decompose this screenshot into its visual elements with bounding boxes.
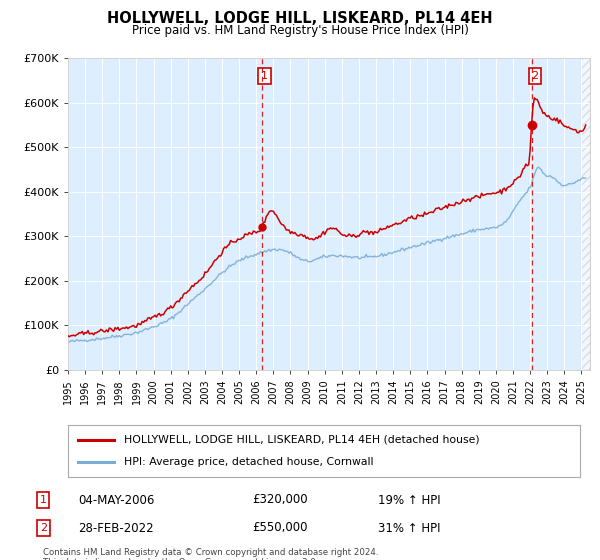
Text: Price paid vs. HM Land Registry's House Price Index (HPI): Price paid vs. HM Land Registry's House … — [131, 24, 469, 36]
Text: HPI: Average price, detached house, Cornwall: HPI: Average price, detached house, Corn… — [124, 458, 374, 468]
Text: HOLLYWELL, LODGE HILL, LISKEARD, PL14 4EH (detached house): HOLLYWELL, LODGE HILL, LISKEARD, PL14 4E… — [124, 435, 480, 445]
Text: 19% ↑ HPI: 19% ↑ HPI — [378, 493, 440, 506]
Text: 28-FEB-2022: 28-FEB-2022 — [78, 521, 154, 534]
Text: £320,000: £320,000 — [252, 493, 308, 506]
Text: HOLLYWELL, LODGE HILL, LISKEARD, PL14 4EH: HOLLYWELL, LODGE HILL, LISKEARD, PL14 4E… — [107, 11, 493, 26]
Text: 1: 1 — [40, 495, 47, 505]
Text: 2: 2 — [532, 71, 539, 81]
Text: 1: 1 — [261, 71, 268, 81]
Text: 31% ↑ HPI: 31% ↑ HPI — [378, 521, 440, 534]
Text: 04-MAY-2006: 04-MAY-2006 — [78, 493, 154, 506]
Text: Contains HM Land Registry data © Crown copyright and database right 2024.
This d: Contains HM Land Registry data © Crown c… — [43, 548, 379, 560]
Text: £550,000: £550,000 — [252, 521, 308, 534]
Text: 2: 2 — [40, 523, 47, 533]
